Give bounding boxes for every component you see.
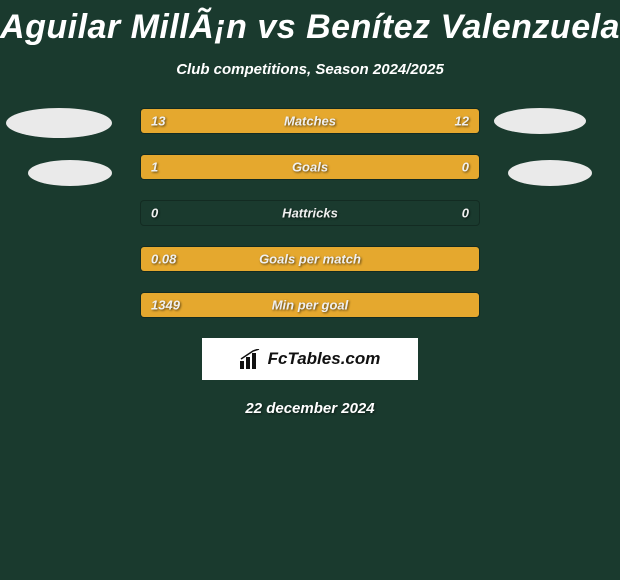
stat-row: 0 Hattricks 0: [140, 200, 480, 226]
date-text: 22 december 2024: [0, 400, 620, 417]
stat-value-right: 0: [462, 160, 469, 175]
stat-value-left: 1: [151, 160, 158, 175]
player-badge-ellipse: [494, 108, 586, 134]
stat-value-left: 13: [151, 114, 165, 129]
stat-row: 1349 Min per goal: [140, 292, 480, 318]
stat-label: Goals: [292, 160, 328, 175]
player-badge-ellipse: [508, 160, 592, 186]
stat-value-left: 1349: [151, 298, 180, 313]
stat-value-left: 0: [151, 206, 158, 221]
stat-value-right: 0: [462, 206, 469, 221]
bar-chart-icon: [240, 349, 262, 369]
player-badge-ellipse: [28, 160, 112, 186]
stat-label: Min per goal: [272, 298, 349, 313]
stat-label: Matches: [284, 114, 336, 129]
logo-box: FcTables.com: [202, 338, 418, 380]
page-title: Aguilar MillÃ¡n vs Benítez Valenzuela: [0, 0, 620, 47]
stat-value-right: 12: [455, 114, 469, 129]
logo-text: FcTables.com: [268, 349, 381, 369]
stat-row: 0.08 Goals per match: [140, 246, 480, 272]
stat-label: Hattricks: [282, 206, 338, 221]
comparison-chart: 13 Matches 12 1 Goals 0 0 Hattricks 0 0.08 Goals p…: [0, 108, 620, 318]
bar-left: [141, 155, 405, 179]
stat-value-left: 0.08: [151, 252, 176, 267]
stat-rows: 13 Matches 12 1 Goals 0 0 Hattricks 0 0.08 Goals p…: [140, 108, 480, 318]
subtitle: Club competitions, Season 2024/2025: [0, 61, 620, 78]
stat-row: 13 Matches 12: [140, 108, 480, 134]
player-badge-ellipse: [6, 108, 112, 138]
stat-row: 1 Goals 0: [140, 154, 480, 180]
stat-label: Goals per match: [259, 252, 361, 267]
